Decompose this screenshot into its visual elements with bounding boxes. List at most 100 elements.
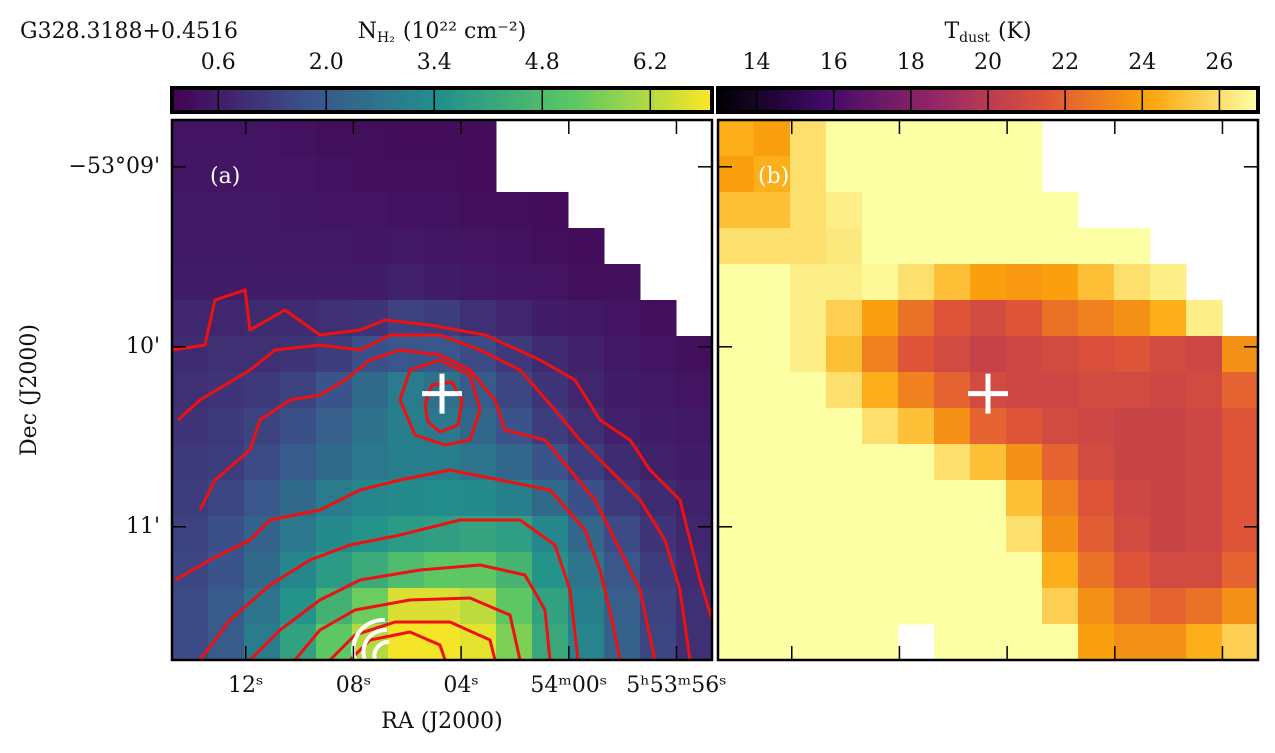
colorbar-segment: [839, 88, 845, 112]
colorbar-segment: [902, 88, 908, 112]
colorbar-segment: [478, 88, 484, 112]
colorbar-segment: [329, 88, 335, 112]
pixel: [934, 552, 971, 589]
pixel: [1078, 624, 1115, 661]
colorbar-segment: [988, 88, 994, 112]
pixel: [898, 444, 935, 481]
pixel: [1186, 516, 1223, 553]
colorbar-segment: [1033, 88, 1039, 112]
pixel: [970, 300, 1007, 337]
colorbar-segment: [1037, 88, 1043, 112]
colorbar-segment: [464, 88, 470, 112]
pixel: [718, 408, 755, 445]
pixel: [1042, 624, 1079, 661]
pixel: [934, 480, 971, 517]
colorbar-segment: [1204, 88, 1210, 112]
colorbar-segment: [1069, 88, 1075, 112]
pixel: [532, 480, 569, 517]
colorbar-segment: [658, 88, 664, 112]
colorbar-segment: [857, 88, 863, 112]
colorbar-segment: [676, 88, 682, 112]
colorbar-segment: [689, 88, 695, 112]
colorbar-segment: [727, 88, 733, 112]
pixel: [388, 228, 425, 265]
colorbar-segment: [749, 88, 755, 112]
colorbar-segment: [653, 88, 659, 112]
pixel: [1186, 300, 1223, 337]
colorbar-frame: [170, 86, 714, 114]
colorbar-segment: [893, 88, 899, 112]
pixel: [172, 588, 209, 625]
pixel: [1006, 336, 1043, 373]
colorbar-tick-label: 26: [1205, 50, 1233, 75]
pixel: [1042, 588, 1079, 625]
colorbar-label-part: (10²² cm⁻²): [403, 19, 526, 44]
pixel: [280, 408, 317, 445]
colorbar-segment: [176, 88, 182, 112]
colorbar-segment: [1105, 88, 1111, 112]
colorbar-segment: [776, 88, 782, 112]
pixel: [460, 156, 497, 193]
pixel: [1114, 624, 1151, 661]
colorbar-segment: [307, 88, 313, 112]
contour: [328, 620, 497, 660]
colorbar-segment: [1060, 88, 1066, 112]
marker: [968, 373, 1008, 414]
colorbar-segment: [586, 88, 592, 112]
colorbar-segment: [803, 88, 809, 112]
colorbar-segment: [794, 88, 800, 112]
pixel: [790, 120, 827, 157]
colorbar-label: NH₂ (10²² cm⁻²): [358, 19, 526, 46]
pixel: [862, 372, 899, 409]
colorbar-segment: [550, 88, 556, 112]
colorbar-segment: [545, 88, 551, 112]
colorbar-segment: [608, 88, 614, 112]
colorbar-segment: [410, 88, 416, 112]
colorbar-segment: [1240, 88, 1246, 112]
pixel: [718, 300, 755, 337]
pixel: [862, 228, 899, 265]
colorbar-segment: [203, 88, 209, 112]
pixel: [676, 408, 713, 445]
pixel: [1078, 408, 1115, 445]
pixel: [754, 480, 791, 517]
pixel: [604, 372, 641, 409]
pixel: [934, 336, 971, 373]
pixel: [970, 408, 1007, 445]
pixel: [568, 480, 605, 517]
colorbar-segment: [383, 88, 389, 112]
colorbar-segment: [577, 88, 583, 112]
colorbar-segment: [289, 88, 295, 112]
pixel: [790, 300, 827, 337]
pixel: [1078, 264, 1115, 301]
pixel: [790, 264, 827, 301]
pixel: [826, 444, 863, 481]
pixel: [970, 624, 1007, 661]
pixel: [970, 264, 1007, 301]
pixel: [280, 228, 317, 265]
colorbar-tick-label: 14: [743, 50, 771, 75]
pixel: [718, 228, 755, 265]
pixel: [676, 516, 713, 553]
colorbar-segment: [997, 88, 1003, 112]
colorbar-segment: [694, 88, 700, 112]
colorbar-segment: [302, 88, 308, 112]
colorbar-segment: [208, 88, 214, 112]
colorbar-segment: [718, 88, 724, 112]
colorbar-segment: [1051, 88, 1057, 112]
pixel: [280, 120, 317, 157]
pixel: [388, 588, 425, 625]
colorbar-segment: [599, 88, 605, 112]
pixel: [790, 588, 827, 625]
pixel: [496, 228, 533, 265]
pixel: [640, 516, 677, 553]
colorbar-segment: [640, 88, 646, 112]
colorbar-segment: [559, 88, 565, 112]
colorbar-segment: [1136, 88, 1142, 112]
colorbar-segment: [920, 88, 926, 112]
pixel: [1006, 552, 1043, 589]
pixel: [754, 156, 791, 193]
pixel: [1222, 480, 1259, 517]
pixel: [532, 228, 569, 265]
